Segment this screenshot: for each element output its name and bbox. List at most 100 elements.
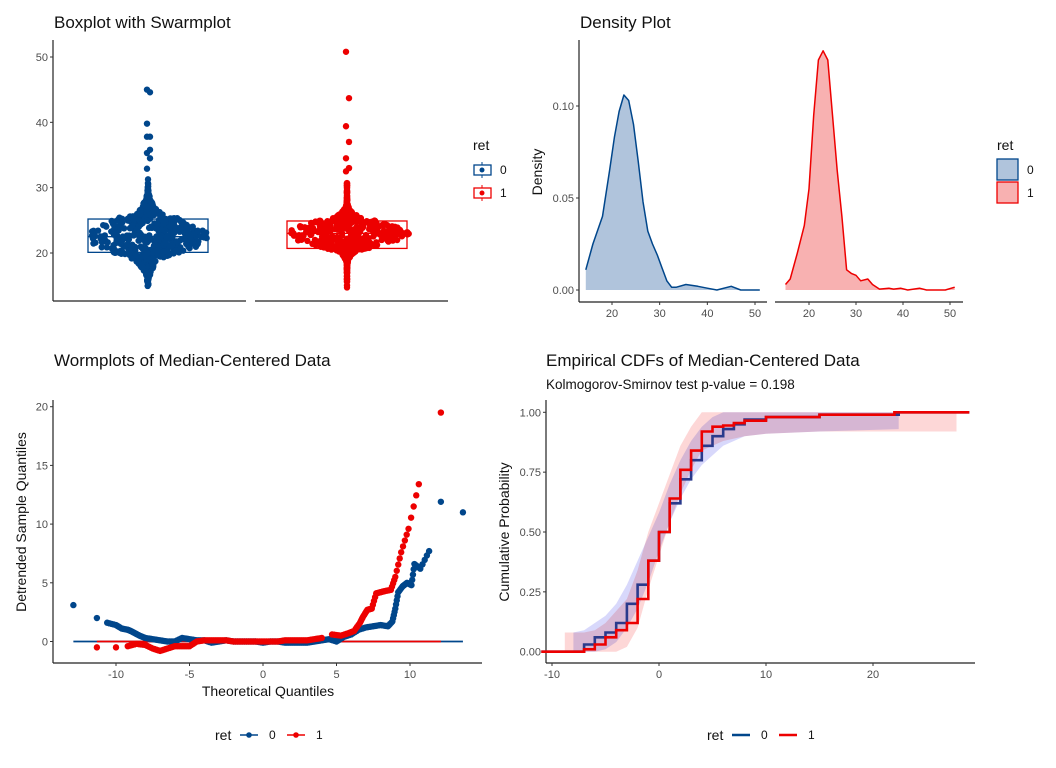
ecdf-x-tick-label: 0 [656, 669, 662, 681]
swarm-point-group-0 [175, 249, 183, 256]
density-legend-title: ret [997, 137, 1013, 153]
ecdf-x-tick-label: 20 [867, 669, 879, 681]
worm-point-group-0 [408, 581, 415, 589]
density-x-group-1-tick-label: 50 [944, 308, 956, 320]
density-legend-label: 1 [1027, 186, 1034, 200]
wormplot-y-tick-label: 20 [36, 402, 48, 414]
ecdf-y-tick-label: 0.00 [520, 647, 541, 659]
swarm-point-group-1 [345, 138, 353, 146]
boxplot-y-tick-label: 30 [36, 183, 48, 195]
swarm-point-group-1 [382, 229, 389, 236]
legend-fill-swatch-icon [996, 158, 1019, 181]
swarm-point-group-1 [327, 218, 335, 225]
swarm-point-group-0 [147, 223, 154, 231]
wormplot-y-tick-label: 15 [36, 460, 48, 472]
swarm-point-group-1 [343, 197, 351, 204]
swarm-point-group-0 [161, 227, 169, 234]
swarm-point-group-1 [403, 229, 410, 237]
swarm-point-group-0 [200, 229, 208, 237]
swarm-point-group-1 [288, 227, 295, 234]
wormplot-y-tick-label: 10 [36, 519, 48, 531]
ecdf-x-tick-label: 10 [760, 669, 772, 681]
swarm-point-group-1 [308, 231, 315, 238]
boxplot-y-tick-label: 40 [36, 117, 48, 129]
confidence-band-group-0 [573, 412, 899, 652]
worm-point-group-1 [415, 480, 423, 488]
ecdf-line-group-0 [541, 411, 970, 653]
swarm-point-group-1 [338, 211, 346, 218]
worm-point-group-1 [405, 525, 412, 532]
ecdf-y-tick-label: 0.75 [520, 467, 541, 479]
swarm-point-group-1 [382, 234, 389, 241]
swarm-point-group-0 [135, 232, 142, 239]
swarm-point-group-1 [393, 236, 401, 244]
density-line-group-1 [784, 50, 955, 291]
ecdf-title: Empirical CDFs of Median-Centered Data [546, 351, 860, 370]
swarm-point-group-0 [94, 227, 102, 234]
swarm-point-group-0 [187, 233, 194, 241]
swarm-point-group-1 [374, 228, 381, 235]
swarm-point-group-0 [117, 240, 124, 247]
worm-point-group-1 [437, 409, 445, 416]
swarm-point-group-0 [98, 244, 105, 251]
swarm-point-group-1 [343, 278, 351, 285]
density-ylabel: Density [529, 149, 545, 196]
swarm-point-group-1 [360, 223, 367, 231]
density-area-group-1 [785, 50, 955, 290]
swarm-point-group-0 [143, 86, 151, 93]
swarm-point-group-0 [113, 235, 120, 242]
swarm-point-group-1 [373, 239, 380, 246]
density-y-tick-label: 0.10 [553, 101, 574, 113]
swarm-point-group-0 [103, 244, 111, 251]
density-title: Density Plot [580, 13, 671, 32]
swarm-point-group-1 [381, 220, 388, 227]
wormplot-x-tick-label: 5 [333, 669, 339, 681]
swarm-point-group-0 [119, 219, 126, 226]
worm-point-group-1 [396, 555, 403, 562]
boxplot-y-tick-label: 50 [36, 52, 48, 64]
swarm-point-group-0 [200, 234, 208, 241]
legend-point-icon [479, 167, 485, 173]
swarm-point-group-0 [148, 199, 156, 206]
worm-point-group-1 [401, 537, 409, 544]
swarm-point-group-1 [343, 255, 350, 263]
swarm-point-group-0 [119, 233, 126, 240]
swarm-point-group-0 [153, 233, 160, 241]
legend-fill-swatch-icon [996, 181, 1019, 204]
swarm-point-group-0 [150, 211, 158, 219]
swarm-point-group-1 [342, 48, 350, 55]
ecdf-y-tick-label: 0.25 [520, 587, 541, 599]
density-x-group-1-tick-label: 40 [897, 308, 909, 320]
worm-point-group-0 [70, 601, 77, 609]
swarm-point-group-0 [124, 215, 131, 222]
swarm-point-group-1 [316, 223, 324, 230]
swarm-point-group-1 [304, 237, 311, 245]
swarm-point-group-0 [160, 248, 167, 255]
swarm-point-group-1 [338, 232, 346, 239]
density-legend-label: 0 [1027, 163, 1034, 177]
swarm-point-group-1 [357, 217, 365, 225]
swarm-point-group-1 [318, 233, 326, 240]
worm-point-group-1 [395, 561, 402, 568]
swarm-point-group-0 [183, 225, 190, 233]
swarm-point-group-0 [195, 238, 202, 245]
density-x-group-0-tick-label: 40 [701, 308, 713, 320]
ecdf-subtitle: Kolmogorov-Smirnov test p-value = 0.198 [546, 377, 795, 392]
swarm-point-group-0 [133, 252, 141, 259]
worm-point-group-0 [459, 509, 467, 516]
swarm-point-group-1 [295, 234, 303, 241]
worm-point-group-0 [409, 576, 416, 584]
wormplot-legend-label: 1 [316, 728, 323, 742]
wormplot-ylabel: Detrended Sample Quantiles [13, 432, 29, 612]
boxplot-title: Boxplot with Swarmplot [54, 13, 231, 32]
worm-point-group-1 [392, 573, 399, 581]
swarm-point-group-1 [335, 222, 342, 229]
wormplot-legend-title: ret [215, 727, 231, 743]
swarm-point-group-0 [120, 225, 128, 232]
wormplot-x-tick-label: -10 [108, 669, 124, 681]
wormplot-legend-point-icon [246, 732, 252, 738]
swarm-point-group-0 [143, 120, 151, 127]
wormplot-xlabel: Theoretical Quantiles [202, 683, 334, 699]
density-x-group-0-tick-label: 50 [749, 308, 761, 320]
